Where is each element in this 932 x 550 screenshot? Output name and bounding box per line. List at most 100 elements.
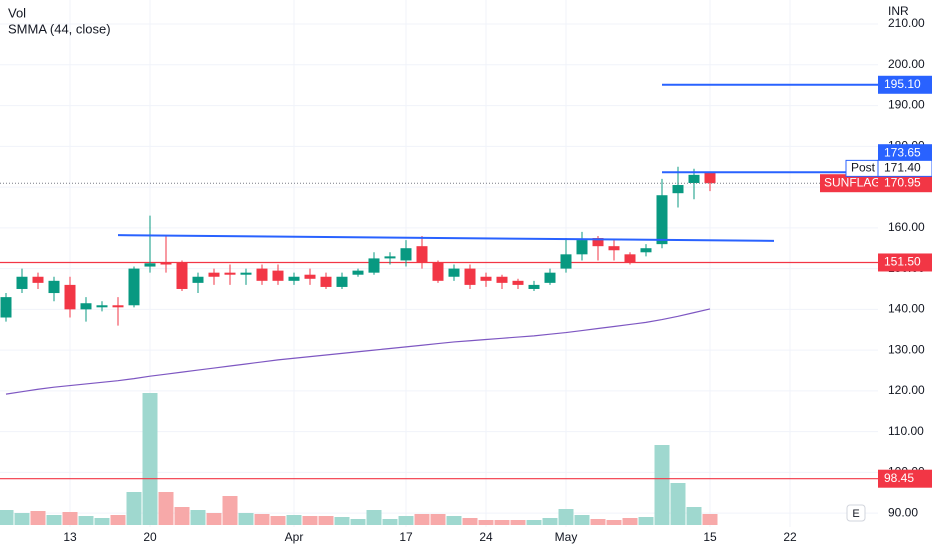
candle-body — [608, 246, 620, 251]
currency: INR — [888, 4, 909, 18]
y-tick-label: 200.00 — [888, 57, 925, 71]
y-tick-label: 140.00 — [888, 302, 925, 316]
price-label-box — [878, 469, 932, 488]
candle-body — [144, 263, 156, 267]
volume-bar — [78, 516, 94, 525]
candle-body — [320, 276, 332, 287]
candle-body — [128, 268, 140, 306]
x-tick-label: May — [555, 530, 578, 544]
candle-body — [384, 256, 396, 259]
candle-body — [416, 246, 428, 263]
candle-body — [256, 268, 268, 281]
x-tick-label: 24 — [479, 530, 493, 544]
candle-body — [80, 303, 92, 310]
candle-body — [176, 262, 188, 289]
y-tick-label: 90.00 — [888, 505, 918, 519]
post-name: Post — [851, 161, 876, 175]
volume-bar — [638, 517, 654, 525]
legend-item: SMMA (44, close) — [8, 21, 111, 36]
candle-body — [560, 254, 572, 269]
volume-bar — [302, 516, 318, 525]
volume-bar — [14, 513, 30, 525]
candle-body — [352, 270, 364, 275]
candle-body — [192, 276, 204, 283]
earnings-letter[interactable]: E — [852, 508, 859, 520]
price-pane — [0, 83, 878, 480]
candle-body — [32, 276, 44, 283]
earnings-icon[interactable] — [846, 504, 866, 522]
candle-body — [640, 248, 652, 253]
volume-bar — [62, 512, 78, 525]
volume-bar — [94, 518, 110, 525]
trend-line — [117, 234, 775, 242]
y-tick-label: 110.00 — [888, 424, 924, 438]
volume-bar — [622, 518, 638, 525]
x-tick-label: 22 — [783, 530, 797, 544]
volume-bar — [318, 516, 334, 525]
volume-bar — [478, 520, 494, 525]
y-tick-label: 130.00 — [888, 342, 925, 356]
volume-bar — [606, 520, 622, 525]
candle-body — [400, 248, 412, 261]
volume-bar — [0, 510, 14, 525]
candle-body — [272, 270, 284, 281]
volume-bar — [126, 492, 142, 525]
candle-body — [208, 272, 220, 277]
price-label: 173.65 — [884, 145, 921, 159]
price-label: 151.50 — [884, 255, 921, 269]
x-tick-label: 20 — [143, 530, 157, 544]
volume-bar — [110, 515, 126, 525]
price-label-box — [878, 75, 932, 94]
volume-bar — [174, 507, 190, 525]
price-label: 170.95 — [884, 175, 921, 189]
x-tick-label: 13 — [63, 530, 77, 544]
candle-body — [464, 268, 476, 285]
candle-body — [0, 297, 12, 318]
candle-body — [624, 254, 636, 263]
volume-bar — [254, 514, 270, 525]
volume-bar — [238, 513, 254, 525]
volume-bar — [670, 483, 686, 525]
candle-body — [672, 185, 684, 194]
candle-body — [688, 174, 700, 184]
candle-body — [544, 272, 556, 283]
candle-body — [656, 195, 668, 245]
candle-body — [16, 276, 28, 289]
volume-bar — [334, 517, 350, 525]
volume-bar — [158, 492, 174, 525]
candle-body — [496, 276, 508, 283]
candle-body — [304, 274, 316, 279]
volume-bar — [414, 514, 430, 525]
symbol-label: SUNFLAG — [824, 175, 881, 189]
x-tick-label: 17 — [399, 530, 413, 544]
volume-bar — [510, 520, 526, 525]
price-label: 98.45 — [884, 471, 914, 485]
candle-body — [480, 276, 492, 281]
volume-bar — [702, 514, 718, 525]
volume-bar — [686, 507, 702, 525]
candle-body — [240, 272, 252, 275]
volume-bar — [382, 519, 398, 525]
candle-body — [432, 262, 444, 281]
smma-line — [5, 308, 711, 395]
volume-bar — [30, 511, 46, 525]
candle-body — [112, 305, 124, 308]
y-tick-label: 190.00 — [888, 98, 925, 112]
candle-body — [48, 280, 60, 294]
candle-body — [336, 276, 348, 287]
y-tick-label: 160.00 — [888, 220, 925, 234]
price-label: 195.10 — [884, 77, 921, 91]
x-tick-label: Apr — [285, 530, 304, 544]
y-tick-label: 210.00 — [888, 16, 925, 30]
volume-bar — [270, 516, 286, 525]
symbol-box — [820, 174, 878, 193]
candle-body — [704, 172, 716, 184]
candle-body — [528, 284, 540, 289]
legend-item: Vol — [8, 5, 26, 20]
price-label-box — [878, 144, 932, 163]
candle-body — [64, 284, 76, 310]
volume-bar — [430, 514, 446, 525]
volume-bar — [526, 520, 542, 525]
price-label: 171.40 — [884, 161, 921, 175]
